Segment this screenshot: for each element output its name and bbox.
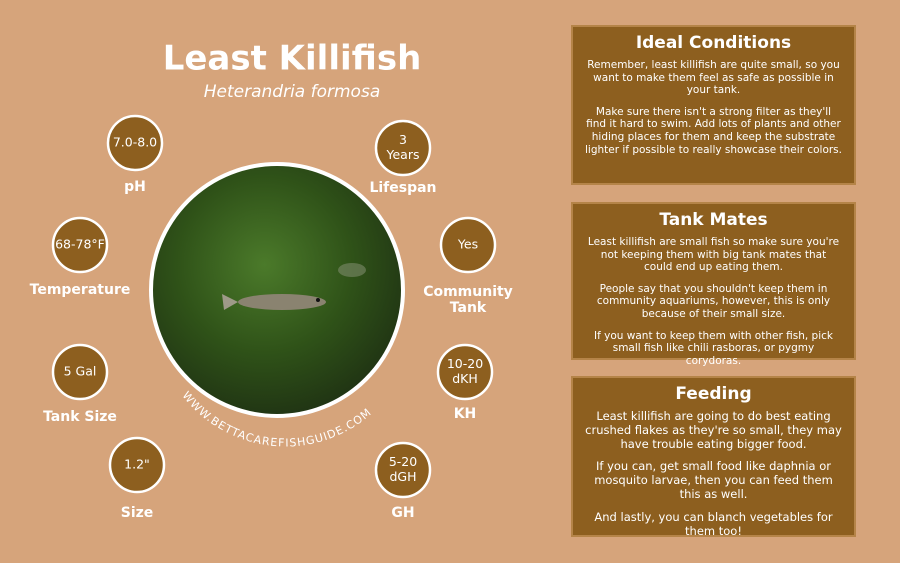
panel: Tank Mates Least killifish are small fish… — [571, 202, 856, 367]
stat-circle — [436, 343, 494, 401]
stat-label: Community — [423, 284, 513, 300]
stat-value: 5 Gal — [64, 364, 97, 379]
title: Least Killifish — [163, 39, 422, 79]
stat-circle — [374, 441, 432, 499]
stat-value: 3 — [399, 132, 407, 147]
panel-title: Feeding — [675, 384, 752, 404]
panel-text: And lastly, you can blanch vegetables fo… — [594, 509, 833, 538]
stat-label: Tank Size — [43, 409, 117, 425]
stat-circle — [106, 114, 164, 172]
subtitle: Heterandria formosa — [204, 82, 380, 102]
panel-text: People say that you shouldn't keep them … — [596, 282, 831, 320]
stat-value: 10-20 — [447, 356, 483, 371]
panel-text: Least killifish are going to do best eat… — [585, 409, 842, 451]
stat-circle — [108, 436, 166, 494]
stat-label: GH — [391, 505, 414, 521]
panel: Ideal Conditions Remember, least killifis… — [571, 25, 856, 185]
panel-text: If you can, get small food like daphnia … — [594, 459, 833, 501]
stat-value: 1.2" — [124, 457, 150, 472]
stat-circle — [51, 343, 109, 401]
fish-photo — [149, 162, 405, 418]
stat-label: Lifespan — [369, 180, 436, 196]
stat-label: Temperature — [30, 282, 131, 298]
panel-title: Tank Mates — [659, 210, 768, 230]
stat-value: Years — [386, 147, 420, 162]
stat-label: Tank — [450, 300, 487, 316]
stat-circle — [51, 216, 109, 274]
stat-label: Size — [121, 505, 154, 521]
panel-text: Make sure there isn't a strong filter as… — [585, 105, 842, 156]
stat-value: 7.0-8.0 — [113, 135, 157, 150]
stat-circle — [439, 216, 497, 274]
stat-value: dKH — [452, 371, 478, 386]
stat-value: Yes — [457, 237, 478, 252]
stat-value: 68-78°F — [55, 237, 105, 252]
panel-text: Least killifish are small fish so make s… — [587, 236, 840, 274]
fish — [222, 263, 366, 310]
stat-value: 5-20 — [389, 454, 417, 469]
panel-text: Remember, least killifish are quite smal… — [587, 59, 840, 97]
panel: Feeding Least killifish are going to do b… — [571, 376, 856, 537]
stat-value: dGH — [389, 469, 416, 484]
stat-label: pH — [124, 179, 146, 195]
panel-text: If you want to keep them with other fish… — [594, 329, 833, 367]
panel-title: Ideal Conditions — [635, 33, 792, 53]
stat-label: KH — [454, 406, 477, 422]
stat-circle — [374, 119, 432, 177]
